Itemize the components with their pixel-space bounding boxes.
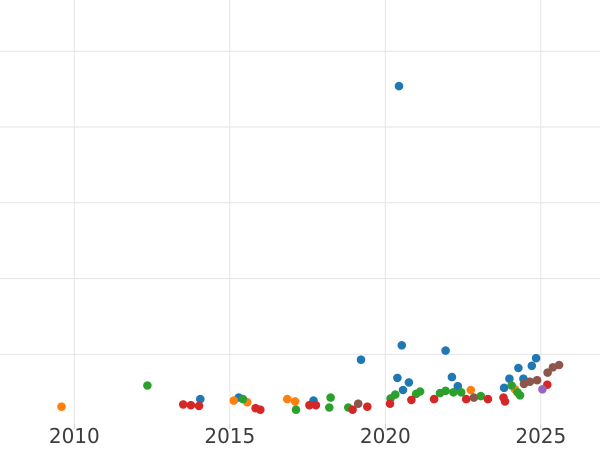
data-point-orange: [466, 385, 476, 395]
data-point-blue: [394, 81, 404, 91]
data-point-blue: [397, 341, 407, 350]
data-point-green: [391, 390, 400, 399]
data-point-green: [507, 381, 516, 390]
data-point-brown: [469, 393, 479, 402]
data-point-orange: [229, 396, 239, 405]
data-point-brown: [353, 399, 363, 409]
data-point-green: [326, 393, 335, 402]
x-tick-label: 2015: [204, 424, 255, 448]
data-point-green: [238, 394, 248, 404]
data-point-green: [441, 386, 450, 396]
data-point-red: [348, 405, 357, 415]
data-point-blue: [447, 372, 457, 382]
data-point-blue: [393, 373, 402, 383]
data-point-red: [186, 400, 196, 410]
data-point-green: [415, 387, 425, 396]
data-point-blue: [196, 394, 205, 404]
data-point-red: [483, 394, 493, 404]
data-point-red: [178, 400, 188, 409]
data-point-orange: [57, 402, 66, 412]
data-point-red: [500, 397, 510, 406]
data-point-brown: [554, 360, 564, 370]
data-point-brown: [532, 375, 542, 385]
data-point-green: [325, 403, 334, 412]
data-point-blue: [398, 385, 408, 395]
data-point-blue: [404, 378, 414, 387]
data-point-red: [311, 400, 321, 410]
data-point-blue: [441, 346, 450, 355]
data-point-red: [255, 405, 265, 415]
data-point-green: [456, 388, 466, 397]
data-point-purple: [538, 385, 547, 394]
data-point-red: [429, 394, 439, 404]
data-point-red: [363, 402, 372, 412]
data-point-blue: [499, 383, 509, 393]
data-point-blue: [356, 355, 366, 365]
data-point-green: [143, 381, 152, 390]
data-point-blue: [505, 374, 514, 384]
data-point-green: [515, 391, 525, 400]
data-point-red: [407, 395, 416, 405]
data-point-orange: [290, 397, 300, 406]
data-point-red: [461, 394, 471, 404]
data-point-red: [385, 399, 395, 409]
x-tick-label: 2025: [515, 424, 566, 448]
x-tick-label: 2010: [49, 424, 100, 448]
data-point-red: [194, 401, 204, 411]
data-point-brown: [525, 377, 535, 387]
data-point-green: [449, 388, 458, 397]
data-point-orange: [283, 394, 292, 404]
data-point-brown: [543, 368, 552, 377]
data-point-blue: [527, 361, 537, 371]
data-point-blue: [531, 353, 541, 363]
data-point-blue: [514, 363, 523, 373]
data-point-red: [305, 400, 314, 410]
x-tick-label: 2020: [360, 424, 411, 448]
data-point-green: [291, 405, 301, 415]
data-point-green: [476, 391, 486, 401]
